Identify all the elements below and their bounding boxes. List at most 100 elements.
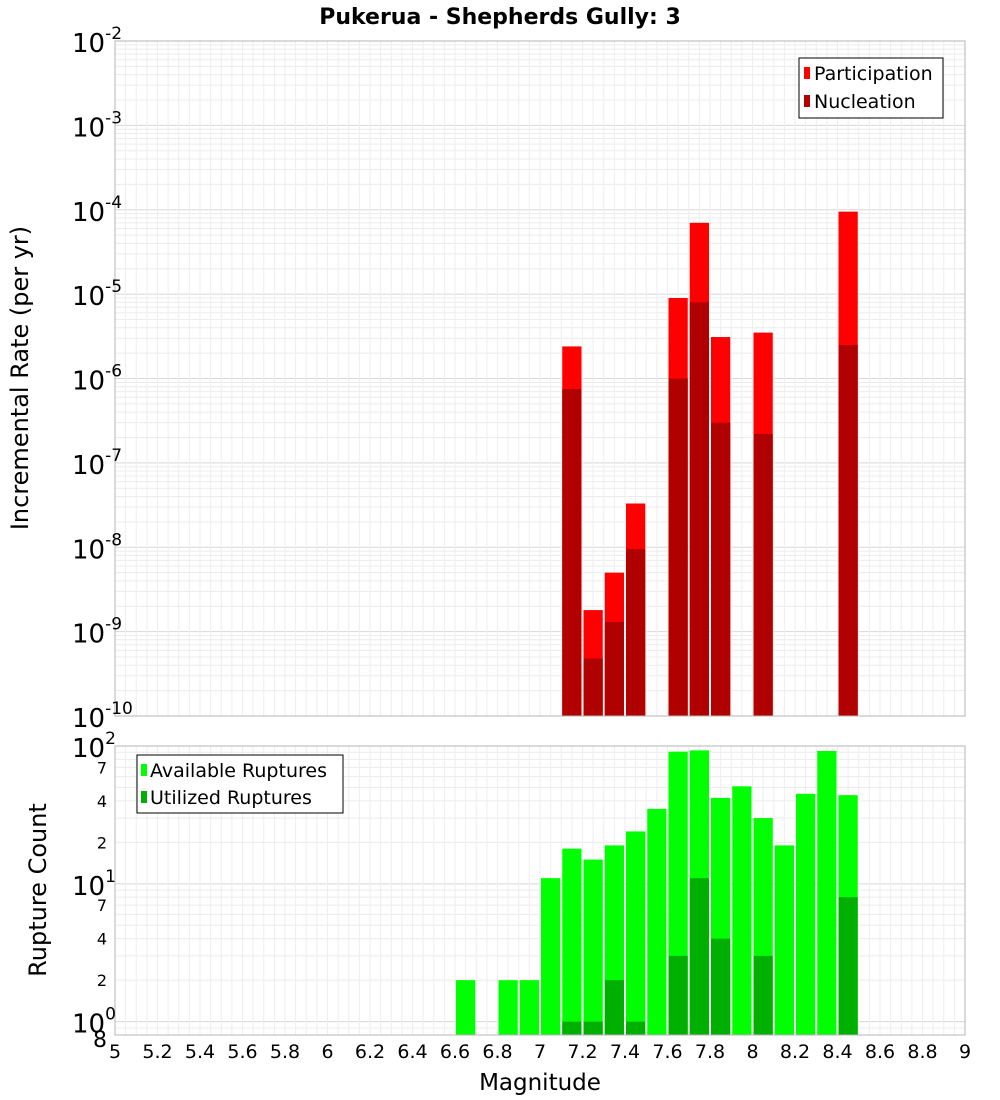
bar-available-ruptures xyxy=(456,980,476,1035)
bar-available-ruptures xyxy=(647,808,667,1035)
x-tick-label: 7.6 xyxy=(652,1041,682,1063)
y-tick-minor-label: 4 xyxy=(97,792,107,811)
bar-nucleation xyxy=(689,302,709,716)
x-tick-label: 5.6 xyxy=(227,1041,257,1063)
bar-utilized-ruptures xyxy=(711,938,731,1035)
bar-available-ruptures xyxy=(796,793,816,1035)
y-tick-label: 10-10 xyxy=(72,699,133,734)
legend-swatch-utilized xyxy=(141,791,147,803)
y-tick-exponent: -10 xyxy=(105,699,133,719)
y-tick-base: 10 xyxy=(72,872,105,902)
x-tick-label: 5.2 xyxy=(142,1041,172,1063)
y-tick-label: 10-4 xyxy=(72,193,122,228)
bar-available-ruptures xyxy=(732,786,752,1035)
y-tick-exponent: 0 xyxy=(105,1005,116,1025)
x-tick-label: 5 xyxy=(109,1041,121,1063)
y-tick-base: 10 xyxy=(72,620,105,650)
bar-available-ruptures xyxy=(541,878,561,1035)
bar-utilized-ruptures xyxy=(838,897,858,1035)
legend-label-nucleation: Nucleation xyxy=(814,91,916,113)
x-tick-label: 5.8 xyxy=(270,1041,300,1063)
y-tick-label: 100 xyxy=(72,1005,116,1040)
legend-swatch-nucleation xyxy=(804,95,810,107)
chart-title: Pukerua - Shepherds Gully: 3 xyxy=(319,5,681,30)
legend-swatch-available xyxy=(141,764,147,776)
legend-label-utilized: Utilized Ruptures xyxy=(150,787,312,809)
bar-nucleation xyxy=(583,658,603,716)
top-bars xyxy=(562,211,858,716)
bar-utilized-ruptures xyxy=(562,1021,582,1035)
bottom-y-axis-label: Rupture Count xyxy=(24,803,52,977)
y-tick-base: 10 xyxy=(72,704,105,734)
bar-nucleation xyxy=(838,344,858,716)
y-tick-exponent: -2 xyxy=(105,24,122,44)
bar-utilized-ruptures xyxy=(583,1021,603,1035)
y-tick-exponent: -8 xyxy=(105,530,122,550)
y-tick-minor-label: 8 xyxy=(93,1028,107,1053)
bar-utilized-ruptures xyxy=(626,1021,646,1035)
x-axis-label: Magnitude xyxy=(479,1070,601,1096)
y-tick-base: 10 xyxy=(72,535,105,565)
x-tick-label: 5.4 xyxy=(185,1041,215,1063)
x-tick-label: 8.4 xyxy=(822,1041,852,1063)
y-tick-exponent: -4 xyxy=(105,193,122,213)
y-tick-minor-label: 2 xyxy=(97,833,107,852)
y-tick-label: 10-3 xyxy=(72,108,122,143)
x-tick-label: 7.4 xyxy=(610,1041,640,1063)
x-tick-label: 7.8 xyxy=(695,1041,725,1063)
legend-swatch-participation xyxy=(804,67,810,79)
y-tick-label: 10-8 xyxy=(72,530,122,565)
y-tick-label: 10-2 xyxy=(72,24,122,59)
y-tick-base: 10 xyxy=(72,734,105,764)
x-tick-label: 8.6 xyxy=(865,1041,895,1063)
x-tick-label: 8 xyxy=(746,1041,758,1063)
y-tick-exponent: -3 xyxy=(105,108,122,128)
x-tick-label: 6.4 xyxy=(397,1041,427,1063)
bar-utilized-ruptures xyxy=(604,980,624,1035)
x-tick-label: 6 xyxy=(321,1041,333,1063)
bottom-legend: Available Ruptures Utilized Ruptures xyxy=(136,754,344,814)
x-tick-label: 8.2 xyxy=(780,1041,810,1063)
bar-nucleation xyxy=(626,549,646,716)
top-grid xyxy=(114,40,966,717)
x-tick-label: 7 xyxy=(534,1041,546,1063)
bar-available-ruptures xyxy=(583,859,603,1035)
top-y-axis-label: Incremental Rate (per yr) xyxy=(6,226,34,530)
y-tick-base: 10 xyxy=(72,367,105,397)
x-tick-label: 6.8 xyxy=(482,1041,512,1063)
y-tick-exponent: 2 xyxy=(105,729,116,749)
x-tick-label: 9 xyxy=(959,1041,971,1063)
y-tick-base: 10 xyxy=(72,113,105,143)
bottom-plot-border xyxy=(114,745,966,1036)
y-tick-minor-label: 7 xyxy=(97,758,107,777)
top-plot-border xyxy=(114,40,966,717)
y-tick-label: 10-5 xyxy=(72,277,122,312)
y-tick-exponent: -9 xyxy=(105,615,122,635)
x-tick-label: 7.2 xyxy=(567,1041,597,1063)
y-tick-label: 101 xyxy=(72,867,116,902)
bar-available-ruptures xyxy=(626,831,646,1035)
y-tick-exponent: -5 xyxy=(105,277,122,297)
y-tick-exponent: -6 xyxy=(105,362,122,382)
top-legend: Participation Nucleation xyxy=(798,57,944,119)
top-legend-box xyxy=(798,57,944,119)
legend-label-participation: Participation xyxy=(814,63,933,85)
legend-label-available: Available Ruptures xyxy=(150,760,327,782)
bar-available-ruptures xyxy=(519,980,539,1035)
y-tick-base: 10 xyxy=(72,282,105,312)
bar-available-ruptures xyxy=(817,750,837,1035)
bar-nucleation xyxy=(753,433,773,716)
y-tick-base: 10 xyxy=(72,29,105,59)
y-tick-minor-label: 7 xyxy=(97,896,107,915)
y-tick-base: 10 xyxy=(72,198,105,228)
x-tick-label: 6.2 xyxy=(355,1041,385,1063)
bar-utilized-ruptures xyxy=(753,955,773,1035)
bar-utilized-ruptures xyxy=(689,878,709,1035)
x-tick-label: 6.6 xyxy=(440,1041,470,1063)
bar-available-ruptures xyxy=(498,980,518,1035)
y-tick-label: 10-9 xyxy=(72,615,122,650)
